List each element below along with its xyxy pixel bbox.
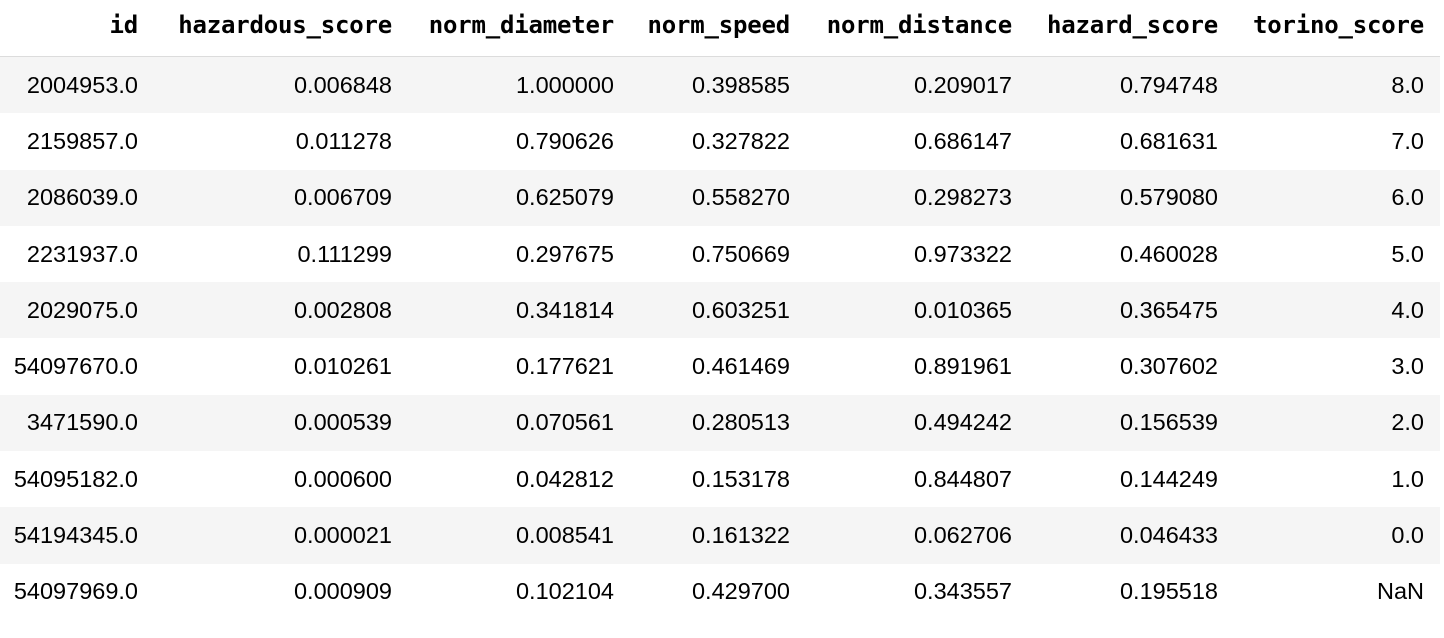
cell-norm-diameter: 0.177621 (402, 338, 624, 395)
cell-norm-distance: 0.209017 (800, 56, 1022, 114)
table-row: 2159857.0 0.011278 0.790626 0.327822 0.68614… (0, 113, 1440, 170)
cell-norm-distance: 0.973322 (800, 225, 1022, 283)
cell-norm-diameter: 0.341814 (402, 282, 624, 339)
table-row: 54097670.0 0.010261 0.177621 0.461469 0.8919… (0, 338, 1440, 395)
cell-id: 2029075.0 (0, 282, 148, 339)
cell-norm-distance: 0.686147 (800, 113, 1022, 170)
cell-torino-score: NaN (1228, 563, 1440, 620)
cell-hazardous-score: 0.000600 (148, 451, 402, 508)
cell-hazardous-score: 0.002808 (148, 282, 402, 339)
cell-hazard-score: 0.794748 (1022, 56, 1228, 114)
cell-norm-distance: 0.891961 (800, 338, 1022, 395)
cell-norm-distance: 0.343557 (800, 563, 1022, 620)
cell-norm-diameter: 1.000000 (402, 56, 624, 114)
cell-hazardous-score: 0.010261 (148, 338, 402, 395)
table-row: 54095182.0 0.000600 0.042812 0.153178 0.8448… (0, 451, 1440, 508)
cell-hazardous-score: 0.000021 (148, 507, 402, 564)
cell-hazard-score: 0.365475 (1022, 282, 1228, 339)
cell-torino-score: 4.0 (1228, 282, 1440, 339)
cell-norm-speed: 0.153178 (624, 451, 800, 508)
cell-norm-diameter: 0.042812 (402, 451, 624, 508)
cell-norm-distance: 0.494242 (800, 394, 1022, 452)
cell-id: 54097969.0 (0, 563, 148, 620)
column-header-norm-diameter: norm_diameter (402, 0, 624, 57)
table-row: 2231937.0 0.111299 0.297675 0.750669 0.97332… (0, 225, 1440, 283)
cell-norm-diameter: 0.008541 (402, 507, 624, 564)
cell-hazardous-score: 0.006709 (148, 169, 402, 226)
cell-norm-speed: 0.280513 (624, 394, 800, 452)
cell-torino-score: 8.0 (1228, 56, 1440, 114)
cell-norm-distance: 0.298273 (800, 169, 1022, 226)
cell-torino-score: 1.0 (1228, 451, 1440, 508)
cell-id: 2159857.0 (0, 113, 148, 170)
table-row: 2029075.0 0.002808 0.341814 0.603251 0.01036… (0, 282, 1440, 339)
cell-id: 2086039.0 (0, 169, 148, 226)
cell-hazard-score: 0.156539 (1022, 394, 1228, 452)
header-row: id hazardous_score norm_diameter norm_sp… (0, 0, 1440, 57)
cell-norm-diameter: 0.297675 (402, 225, 624, 283)
cell-norm-distance: 0.844807 (800, 451, 1022, 508)
cell-torino-score: 6.0 (1228, 169, 1440, 226)
cell-hazard-score: 0.307602 (1022, 338, 1228, 395)
column-header-torino-score: torino_score (1228, 0, 1440, 57)
cell-hazardous-score: 0.000909 (148, 563, 402, 620)
cell-norm-distance: 0.062706 (800, 507, 1022, 564)
cell-id: 2231937.0 (0, 225, 148, 283)
cell-torino-score: 3.0 (1228, 338, 1440, 395)
cell-norm-diameter: 0.790626 (402, 113, 624, 170)
cell-norm-diameter: 0.102104 (402, 563, 624, 620)
cell-hazard-score: 0.681631 (1022, 113, 1228, 170)
table-row: 54097969.0 0.000909 0.102104 0.429700 0.3435… (0, 563, 1440, 620)
column-header-hazard-score: hazard_score (1022, 0, 1228, 57)
cell-norm-speed: 0.750669 (624, 225, 800, 283)
column-header-norm-speed: norm_speed (624, 0, 800, 57)
cell-norm-speed: 0.429700 (624, 563, 800, 620)
dataframe-table: id hazardous_score norm_diameter norm_sp… (0, 0, 1440, 620)
table-row: 54194345.0 0.000021 0.008541 0.161322 0.0627… (0, 507, 1440, 564)
cell-torino-score: 0.0 (1228, 507, 1440, 564)
cell-hazard-score: 0.460028 (1022, 225, 1228, 283)
cell-norm-speed: 0.461469 (624, 338, 800, 395)
cell-hazardous-score: 0.111299 (148, 225, 402, 283)
cell-hazard-score: 0.144249 (1022, 451, 1228, 508)
cell-hazardous-score: 0.006848 (148, 56, 402, 114)
column-header-id: id (0, 0, 148, 57)
cell-norm-diameter: 0.625079 (402, 169, 624, 226)
cell-id: 54097670.0 (0, 338, 148, 395)
column-header-hazardous-score: hazardous_score (148, 0, 402, 57)
cell-hazardous-score: 0.000539 (148, 394, 402, 452)
table-row: 2004953.0 0.006848 1.000000 0.398585 0.20901… (0, 56, 1440, 114)
cell-norm-speed: 0.558270 (624, 169, 800, 226)
column-header-norm-distance: norm_distance (800, 0, 1022, 57)
cell-norm-speed: 0.603251 (624, 282, 800, 339)
cell-hazard-score: 0.579080 (1022, 169, 1228, 226)
table-row: 3471590.0 0.000539 0.070561 0.280513 0.49424… (0, 394, 1440, 452)
cell-hazard-score: 0.046433 (1022, 507, 1228, 564)
cell-norm-diameter: 0.070561 (402, 394, 624, 452)
cell-id: 2004953.0 (0, 56, 148, 114)
cell-id: 54194345.0 (0, 507, 148, 564)
table-row: 2086039.0 0.006709 0.625079 0.558270 0.29827… (0, 169, 1440, 226)
table-body: 2004953.0 0.006848 1.000000 0.398585 0.20901… (0, 56, 1440, 620)
cell-id: 3471590.0 (0, 394, 148, 452)
cell-torino-score: 2.0 (1228, 394, 1440, 452)
cell-torino-score: 5.0 (1228, 225, 1440, 283)
cell-hazard-score: 0.195518 (1022, 563, 1228, 620)
cell-norm-speed: 0.398585 (624, 56, 800, 114)
cell-norm-distance: 0.010365 (800, 282, 1022, 339)
cell-torino-score: 7.0 (1228, 113, 1440, 170)
cell-hazardous-score: 0.011278 (148, 113, 402, 170)
cell-norm-speed: 0.161322 (624, 507, 800, 564)
table-header: id hazardous_score norm_diameter norm_sp… (0, 0, 1440, 57)
cell-norm-speed: 0.327822 (624, 113, 800, 170)
cell-id: 54095182.0 (0, 451, 148, 508)
